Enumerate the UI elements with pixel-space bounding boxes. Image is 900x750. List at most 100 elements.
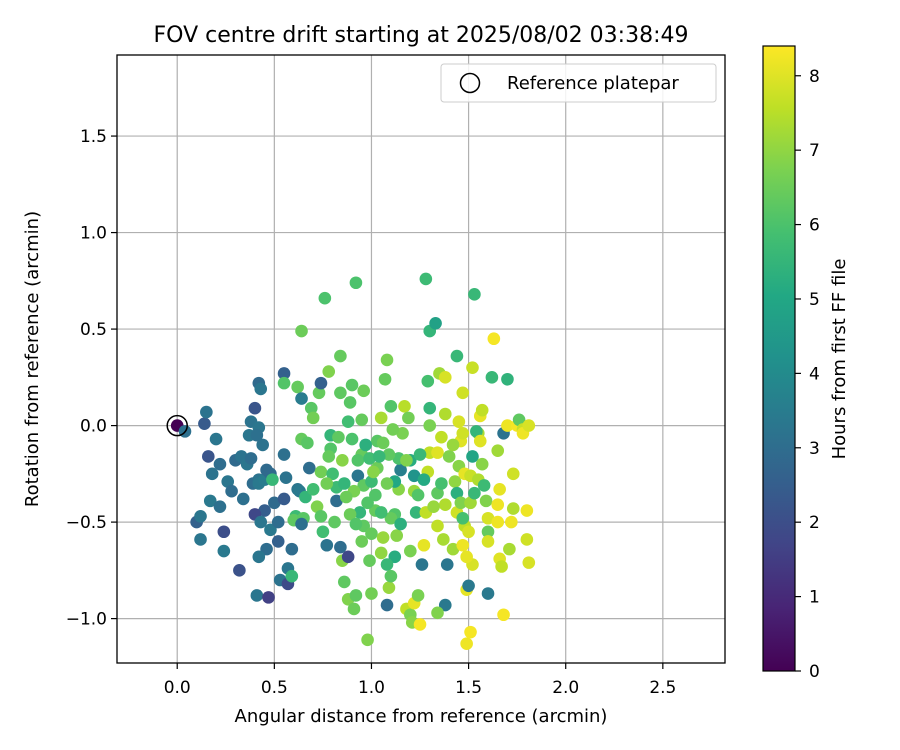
data-point bbox=[497, 608, 510, 622]
data-point bbox=[334, 540, 347, 554]
data-point bbox=[314, 376, 328, 390]
data-point bbox=[446, 438, 460, 452]
data-point bbox=[503, 542, 516, 556]
data-point bbox=[322, 365, 336, 378]
data-point bbox=[266, 473, 279, 486]
data-point bbox=[299, 490, 312, 504]
data-point bbox=[248, 401, 262, 415]
data-point bbox=[506, 467, 520, 481]
y-tick-label: 1.0 bbox=[80, 224, 107, 244]
data-point bbox=[411, 589, 425, 602]
data-point bbox=[277, 376, 291, 390]
data-point bbox=[431, 446, 444, 459]
data-point bbox=[440, 558, 454, 571]
chart-title: FOV centre drift starting at 2025/08/02 … bbox=[154, 23, 689, 48]
data-point bbox=[456, 538, 470, 552]
data-point bbox=[386, 423, 400, 436]
data-point bbox=[343, 508, 357, 521]
data-point bbox=[394, 517, 407, 531]
data-point bbox=[384, 399, 398, 413]
data-point bbox=[367, 465, 380, 479]
y-axis-ticks: −1.0 −0.5 0.0 0.5 1.0 1.5 bbox=[66, 127, 117, 630]
legend: Reference platepar bbox=[440, 63, 717, 103]
legend-marker-icon bbox=[459, 72, 481, 94]
data-point bbox=[320, 538, 334, 552]
data-point bbox=[236, 492, 250, 506]
data-point bbox=[466, 450, 479, 463]
data-point bbox=[363, 554, 376, 568]
data-point bbox=[365, 475, 378, 488]
data-point bbox=[491, 444, 505, 457]
data-point bbox=[505, 515, 518, 529]
data-point bbox=[402, 411, 415, 425]
data-point bbox=[396, 427, 409, 440]
data-point bbox=[347, 602, 361, 616]
data-point bbox=[355, 535, 369, 548]
data-point bbox=[380, 477, 394, 490]
data-point bbox=[462, 579, 475, 593]
data-point bbox=[194, 510, 207, 523]
data-point bbox=[244, 452, 258, 465]
data-point bbox=[520, 504, 534, 517]
data-point bbox=[481, 587, 495, 600]
data-point bbox=[456, 427, 470, 440]
data-point bbox=[382, 581, 396, 595]
data-point bbox=[316, 525, 330, 539]
y-tick-label: 1.5 bbox=[80, 127, 107, 147]
data-point bbox=[341, 550, 355, 564]
data-point bbox=[423, 419, 437, 432]
legend-label: Reference platepar bbox=[507, 73, 679, 94]
data-point bbox=[203, 494, 217, 508]
data-point bbox=[384, 569, 398, 583]
data-point bbox=[415, 558, 429, 571]
data-point bbox=[437, 533, 450, 546]
data-point bbox=[332, 430, 345, 444]
data-point bbox=[345, 432, 359, 446]
data-point bbox=[431, 519, 444, 533]
data-point bbox=[438, 498, 452, 512]
data-point bbox=[252, 550, 266, 564]
data-point bbox=[330, 494, 343, 508]
data-point bbox=[462, 525, 475, 539]
data-point bbox=[487, 332, 501, 346]
data-point bbox=[254, 515, 268, 529]
data-point bbox=[277, 448, 291, 461]
data-point bbox=[481, 511, 495, 525]
data-point bbox=[475, 457, 489, 471]
data-point bbox=[361, 496, 374, 510]
data-point bbox=[417, 473, 431, 486]
y-tick-label: 0.0 bbox=[80, 417, 107, 437]
data-point bbox=[454, 496, 468, 510]
data-point bbox=[456, 386, 470, 400]
data-point bbox=[217, 544, 231, 558]
data-point bbox=[372, 450, 386, 463]
data-point bbox=[200, 405, 213, 419]
data-point bbox=[470, 425, 483, 438]
data-point bbox=[369, 488, 382, 502]
data-point bbox=[460, 637, 473, 650]
data-point bbox=[481, 525, 495, 539]
data-point bbox=[279, 471, 293, 485]
data-point bbox=[398, 399, 411, 413]
data-point bbox=[374, 506, 388, 519]
data-point bbox=[353, 506, 367, 519]
x-tick-label: 2.5 bbox=[649, 678, 676, 698]
data-point bbox=[359, 438, 372, 452]
data-point bbox=[336, 454, 349, 467]
data-point bbox=[306, 482, 320, 496]
colorbar-tick-label: 7 bbox=[809, 141, 820, 161]
data-point bbox=[475, 403, 489, 417]
data-point bbox=[404, 544, 417, 558]
data-point bbox=[380, 353, 394, 367]
data-point bbox=[479, 494, 493, 508]
data-point bbox=[337, 575, 351, 589]
data-point bbox=[382, 448, 396, 461]
data-point bbox=[201, 450, 215, 463]
data-point bbox=[423, 401, 437, 415]
data-point bbox=[438, 371, 452, 384]
data-point bbox=[413, 618, 427, 631]
x-tick-label: 2.0 bbox=[552, 678, 579, 698]
colorbar-ticks: 0 1 2 3 4 5 6 7 8 bbox=[795, 67, 820, 682]
y-axis-label: Rotation from reference (arcmin) bbox=[22, 211, 43, 507]
